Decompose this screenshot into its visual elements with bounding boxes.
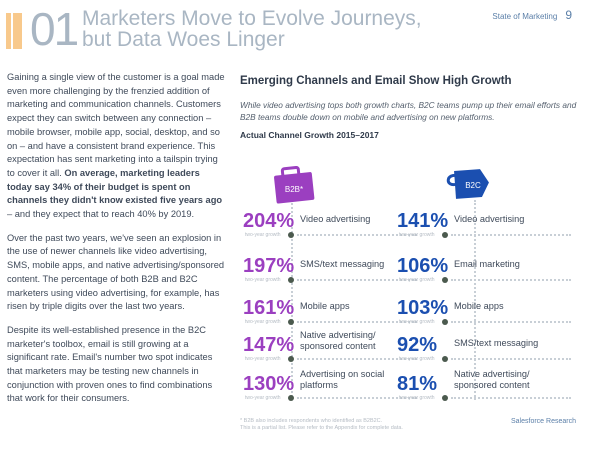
growth-percent: 81% — [397, 373, 438, 395]
chart-title: Actual Channel Growth 2015–2017 — [240, 130, 379, 140]
dotted-divider — [297, 234, 417, 236]
timeline-dot — [442, 319, 448, 325]
growth-caption: two-year growth — [399, 319, 435, 325]
tag-icon: B2C — [446, 169, 489, 199]
page-number: 9 — [565, 8, 572, 22]
channel-label: Email marketing — [454, 259, 520, 269]
growth-percent: 161% — [243, 297, 295, 319]
channel-label: SMS/text messaging — [454, 338, 539, 348]
timeline-dot — [442, 356, 448, 362]
timeline-dot — [442, 232, 448, 238]
growth-percent: 130% — [243, 373, 295, 395]
b2c-timeline — [474, 200, 476, 400]
b2c-growth-item: 92% two-year growth SMS/text messaging — [397, 334, 577, 374]
dotted-divider — [451, 234, 571, 236]
timeline-dot — [288, 319, 294, 325]
growth-caption: two-year growth — [245, 232, 281, 238]
growth-percent: 204% — [243, 210, 295, 232]
dotted-divider — [451, 358, 571, 360]
text: Over the past two years, we've seen an e… — [7, 232, 225, 312]
text: Gaining a single view of the customer is… — [7, 72, 225, 178]
growth-percent: 147% — [243, 334, 295, 356]
growth-caption: two-year growth — [399, 232, 435, 238]
bold-text: On average, marketing leaders today say … — [7, 167, 223, 206]
body-text: Gaining a single view of the customer is… — [7, 71, 227, 416]
dotted-divider — [451, 279, 571, 281]
paragraph: Gaining a single view of the customer is… — [7, 71, 227, 222]
dotted-divider — [451, 397, 571, 399]
b2b-growth-item: 161% two-year growth Mobile apps — [243, 297, 423, 337]
page-title: Marketers Move to Evolve Journeys, but Da… — [82, 7, 422, 51]
b2c-growth-item: 81% two-year growth Native advertising/ … — [397, 369, 577, 413]
channel-label: Mobile apps — [300, 301, 350, 311]
growth-percent: 106% — [397, 255, 449, 277]
growth-percent: 197% — [243, 255, 295, 277]
source-label: Salesforce Research — [511, 418, 576, 425]
growth-caption: two-year growth — [245, 319, 281, 325]
accent-bar — [13, 13, 22, 49]
growth-percent: 103% — [397, 297, 449, 319]
briefcase-icon: B2B* — [274, 166, 315, 204]
timeline-dot — [442, 395, 448, 401]
channel-label: Advertising on social platforms — [300, 369, 385, 390]
b2c-growth-item: 141% two-year growth Video advertising — [397, 210, 577, 250]
paragraph: Over the past two years, we've seen an e… — [7, 232, 227, 314]
growth-percent: 92% — [397, 334, 438, 356]
svg-text:B2B*: B2B* — [285, 185, 303, 194]
growth-caption: two-year growth — [245, 356, 281, 362]
paragraph: Despite its well-established presence in… — [7, 324, 227, 406]
channel-label: SMS/text messaging — [300, 259, 385, 269]
text: Despite its well-established presence in… — [7, 324, 213, 404]
channel-label: Native advertising/ sponsored content — [300, 330, 376, 351]
accent-bar — [6, 13, 11, 49]
growth-caption: two-year growth — [399, 395, 435, 401]
running-header: State of Marketing 9 — [492, 8, 572, 22]
dotted-divider — [297, 397, 417, 399]
timeline-dot — [288, 356, 294, 362]
b2b-growth-item: 147% two-year growth Native advertising/… — [243, 330, 423, 374]
b2c-growth-item: 106% two-year growth Email marketing — [397, 255, 577, 295]
b2b-growth-item: 130% two-year growth Advertising on soci… — [243, 369, 423, 413]
timeline-dot — [288, 232, 294, 238]
channel-label: Video advertising — [454, 214, 525, 224]
channel-label: Video advertising — [300, 214, 371, 224]
text: – and they expect that to reach 40% by 2… — [7, 209, 195, 220]
b2b-growth-item: 197% two-year growth SMS/text messaging — [243, 255, 423, 295]
section-heading: Emerging Channels and Email Show High Gr… — [240, 75, 512, 87]
growth-percent: 141% — [397, 210, 449, 232]
dotted-divider — [297, 321, 417, 323]
timeline-dot — [288, 277, 294, 283]
dotted-divider — [297, 279, 417, 281]
channel-label: Native advertising/ sponsored content — [454, 369, 530, 390]
growth-caption: two-year growth — [399, 356, 435, 362]
section-number: 01 — [30, 3, 79, 55]
dotted-divider — [451, 321, 571, 323]
timeline-dot — [442, 277, 448, 283]
growth-caption: two-year growth — [245, 395, 281, 401]
growth-caption: two-year growth — [399, 277, 435, 283]
dotted-divider — [297, 358, 417, 360]
channel-label: Mobile apps — [454, 301, 504, 311]
b2c-growth-item: 103% two-year growth Mobile apps — [397, 297, 577, 337]
growth-caption: two-year growth — [245, 277, 281, 283]
timeline-dot — [288, 395, 294, 401]
b2b-growth-item: 204% two-year growth Video advertising — [243, 210, 423, 250]
footnote: * B2B also includes respondents who iden… — [240, 418, 403, 431]
intro-text: While video advertising tops both growth… — [240, 100, 577, 122]
svg-text:B2C: B2C — [465, 181, 481, 190]
b2b-timeline — [291, 200, 293, 400]
